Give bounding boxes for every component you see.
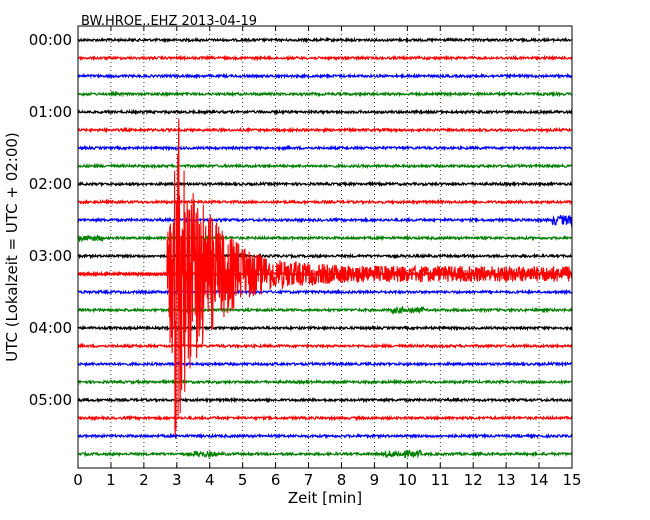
x-tick-label-6: 6 bbox=[271, 471, 281, 489]
trace-9 bbox=[77, 198, 573, 206]
event-trace bbox=[77, 118, 573, 436]
trace-22 bbox=[77, 432, 573, 440]
trace-0 bbox=[77, 36, 573, 44]
trace-5 bbox=[77, 126, 573, 134]
trace-3 bbox=[77, 90, 573, 98]
trace-7 bbox=[77, 162, 573, 170]
x-tick-label-4: 4 bbox=[205, 471, 215, 489]
x-tick-label-13: 13 bbox=[497, 471, 516, 489]
trace-4 bbox=[77, 108, 573, 116]
x-tick-label-8: 8 bbox=[337, 471, 347, 489]
x-tick-label-7: 7 bbox=[304, 471, 314, 489]
x-tick-label-15: 15 bbox=[562, 471, 581, 489]
trace-16 bbox=[77, 324, 573, 332]
x-axis-ticks: 0 1 2 3 4 5 6 7 8 9 10 11 12 13 14 15 bbox=[73, 26, 582, 489]
y-axis-ticks: 00:00 01:00 02:00 03:00 04:00 05:00 bbox=[29, 31, 83, 409]
x-axis-label: Zeit [min] bbox=[288, 489, 362, 507]
x-tick-label-5: 5 bbox=[238, 471, 248, 489]
x-tick-label-9: 9 bbox=[370, 471, 380, 489]
y-tick-label-4: 04:00 bbox=[29, 319, 72, 337]
trace-8 bbox=[77, 180, 573, 188]
trace-6 bbox=[77, 144, 573, 152]
trace-10 bbox=[77, 215, 573, 227]
trace-14 bbox=[77, 288, 573, 296]
x-tick-label-10: 10 bbox=[398, 471, 417, 489]
x-tick-label-0: 0 bbox=[73, 471, 83, 489]
y-axis-label: UTC (Lokalzeit = UTC + 02:00) bbox=[3, 132, 21, 362]
x-tick-label-12: 12 bbox=[464, 471, 483, 489]
y-tick-label-3: 03:00 bbox=[29, 247, 72, 265]
y-tick-label-5: 05:00 bbox=[29, 391, 72, 409]
y-tick-label-0: 00:00 bbox=[29, 31, 72, 49]
y-tick-label-1: 01:00 bbox=[29, 103, 72, 121]
y-tick-label-2: 02:00 bbox=[29, 175, 72, 193]
trace-2 bbox=[77, 72, 573, 80]
trace-layer bbox=[77, 36, 573, 460]
trace-19 bbox=[77, 378, 573, 386]
trace-17 bbox=[77, 342, 573, 350]
x-tick-label-3: 3 bbox=[172, 471, 182, 489]
trace-18 bbox=[77, 360, 573, 368]
x-tick-label-2: 2 bbox=[139, 471, 149, 489]
x-tick-label-11: 11 bbox=[431, 471, 450, 489]
trace-15 bbox=[77, 305, 573, 315]
plot-frame bbox=[77, 25, 573, 469]
trace-11 bbox=[77, 234, 573, 243]
trace-12 bbox=[77, 252, 573, 260]
x-tick-label-14: 14 bbox=[530, 471, 549, 489]
trace-20 bbox=[77, 396, 573, 404]
x-tick-label-1: 1 bbox=[106, 471, 116, 489]
chart-title: BW.HROE..EHZ 2013-04-19 bbox=[81, 14, 257, 29]
trace-1 bbox=[77, 54, 573, 62]
event-waveform bbox=[77, 118, 573, 436]
trace-21 bbox=[77, 414, 573, 422]
trace-23 bbox=[77, 449, 573, 460]
